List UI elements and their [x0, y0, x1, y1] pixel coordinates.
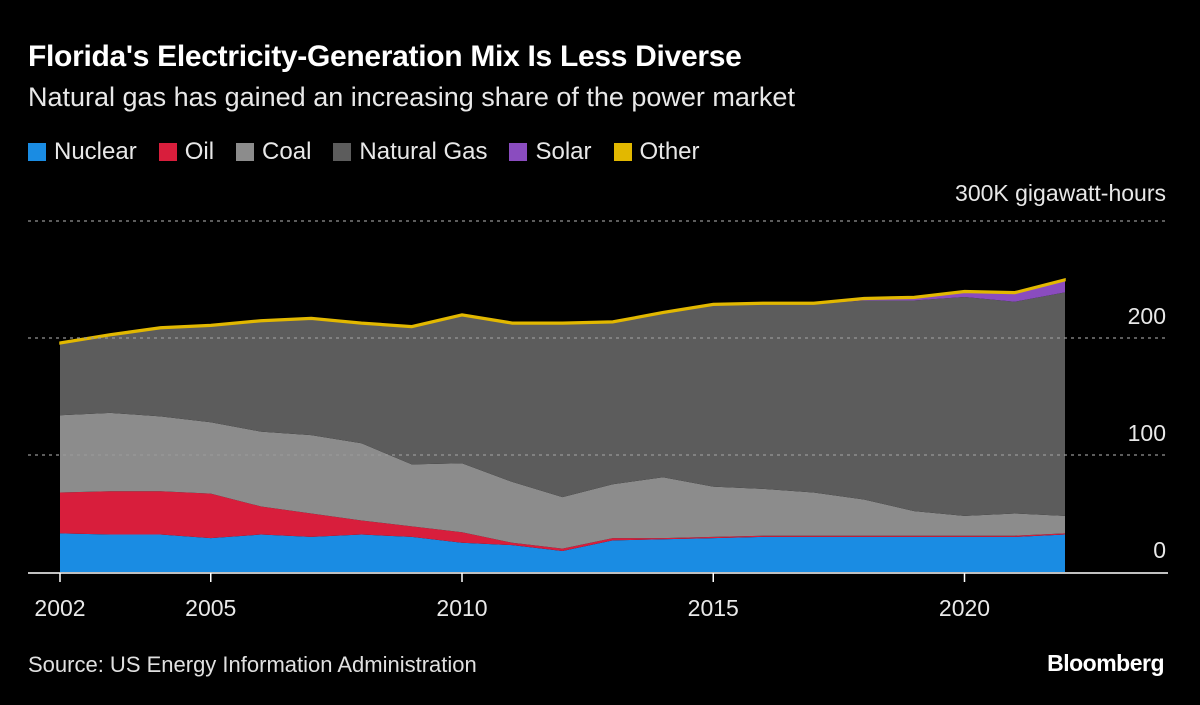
y-tick-label: 100: [1128, 420, 1166, 446]
x-tick-label: 2020: [939, 595, 990, 621]
chart-subtitle: Natural gas has gained an increasing sha…: [28, 82, 795, 112]
source-note: Source: US Energy Information Administra…: [28, 652, 477, 677]
legend-item-oil: Oil: [158, 138, 215, 166]
legend-swatch: [613, 143, 632, 161]
legend-label: Coal: [262, 138, 312, 165]
legend-item-natural-gas: Natural Gas: [333, 138, 487, 166]
legend-item-nuclear: Nuclear: [28, 138, 137, 166]
area-coal: [60, 412, 1065, 549]
x-tick-label: 2015: [688, 595, 739, 621]
legend-label: Natural Gas: [359, 138, 488, 165]
area-nuclear: [60, 533, 1065, 572]
bloomberg-logo: Bloomberg: [1047, 650, 1164, 676]
y-axis-unit-label: 300K gigawatt-hours: [955, 180, 1166, 206]
legend-swatch: [236, 143, 255, 161]
legend-label: Nuclear: [54, 138, 137, 165]
x-tick-label: 2005: [185, 595, 236, 621]
legend-item-coal: Coal: [236, 138, 311, 166]
y-tick-label: 200: [1128, 303, 1166, 329]
chart-title: Florida's Electricity-Generation Mix Is …: [28, 40, 742, 73]
legend: Nuclear Oil Coal Natural Gas Solar Other: [28, 138, 700, 166]
area-oil: [60, 491, 1065, 551]
legend-swatch: [509, 143, 528, 161]
legend-swatch: [333, 143, 352, 161]
legend-item-other: Other: [613, 138, 700, 166]
y-tick-label: 0: [1153, 537, 1166, 563]
legend-label: Solar: [535, 138, 592, 165]
legend-label: Oil: [184, 138, 215, 165]
legend-swatch: [158, 143, 177, 161]
legend-item-solar: Solar: [509, 138, 592, 166]
x-tick-label: 2002: [34, 595, 85, 621]
x-tick-label: 2010: [436, 595, 487, 621]
legend-swatch: [28, 143, 46, 161]
legend-label: Other: [639, 138, 700, 165]
area-natural-gas: [60, 292, 1065, 516]
area-other: [59, 277, 1066, 345]
